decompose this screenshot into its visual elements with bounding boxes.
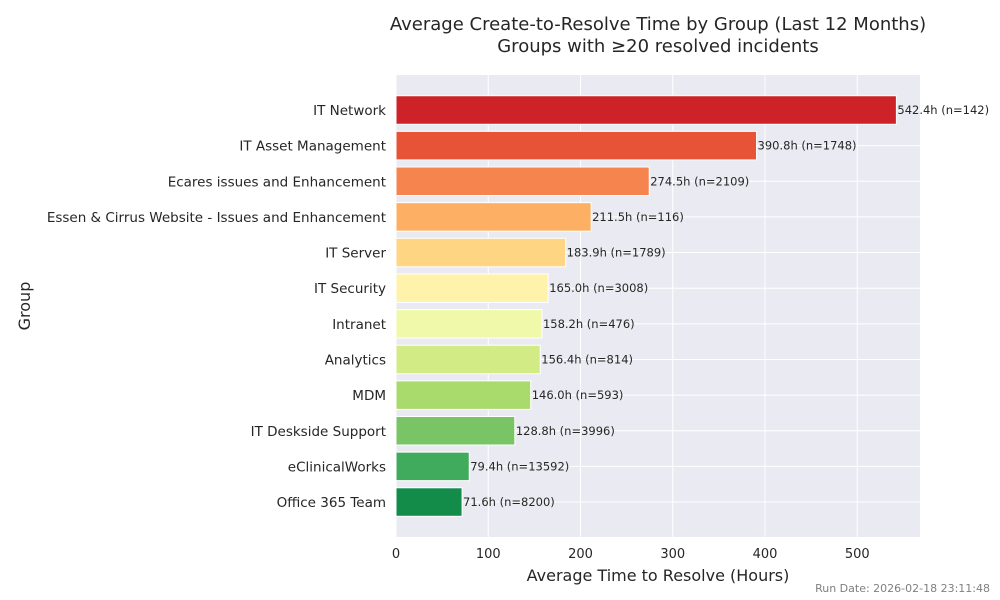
bar-data-label: 390.8h (n=1748) xyxy=(758,139,857,153)
bar xyxy=(395,344,541,375)
x-tick-label: 100 xyxy=(476,547,501,562)
x-tick-label: 400 xyxy=(753,547,778,562)
bar-data-label: 71.6h (n=8200) xyxy=(463,495,555,509)
y-tick-label: MDM xyxy=(352,388,386,404)
bar xyxy=(395,309,543,339)
bar-data-label: 158.2h (n=476) xyxy=(543,317,635,331)
x-tick-label: 500 xyxy=(845,547,870,562)
run-date: Run Date: 2026-02-18 23:11:48 xyxy=(815,582,990,595)
x-tick-label: 0 xyxy=(392,547,400,562)
bar-data-label: 146.0h (n=593) xyxy=(532,388,624,402)
y-tick-label: Office 365 Team xyxy=(277,495,386,511)
bar xyxy=(395,95,897,125)
bar-data-label: 128.8h (n=3996) xyxy=(516,424,615,438)
y-tick-label: IT Security xyxy=(314,281,386,297)
bar xyxy=(395,202,592,232)
chart-title: Average Create-to-Resolve Time by Group … xyxy=(390,14,926,35)
y-tick-label: Analytics xyxy=(325,352,386,368)
bar-data-label: 542.4h (n=142) xyxy=(897,103,989,117)
bar-data-label: 165.0h (n=3008) xyxy=(549,281,648,295)
bar xyxy=(395,451,470,482)
x-tick-label: 300 xyxy=(660,547,685,562)
bar-data-label: 211.5h (n=116) xyxy=(592,210,684,224)
bar xyxy=(395,166,650,197)
x-tick-label: 200 xyxy=(568,547,593,562)
x-axis-label: Average Time to Resolve (Hours) xyxy=(527,566,790,585)
y-tick-label: eClinicalWorks xyxy=(288,459,386,475)
bar-data-label: 156.4h (n=814) xyxy=(541,352,633,366)
y-ticks: IT Network IT Asset Management Ecares issu… xyxy=(47,103,387,511)
x-ticks: 0 100 200 300 400 500 xyxy=(392,547,870,562)
bar-data-label: 274.5h (n=2109) xyxy=(650,174,749,188)
y-tick-label: Intranet xyxy=(332,317,386,333)
y-tick-label: IT Network xyxy=(313,103,386,119)
bar-data-label: 79.4h (n=13592) xyxy=(470,459,569,473)
y-tick-label: Essen & Cirrus Website - Issues and Enha… xyxy=(47,210,386,226)
bar xyxy=(395,237,567,268)
bar xyxy=(395,273,549,303)
bar xyxy=(395,380,532,410)
bars: 542.4h (n=142) 390.8h (n=1748) 274.5h (n=2… xyxy=(395,95,989,517)
bar-data-label: 183.9h (n=1789) xyxy=(567,246,666,260)
bar xyxy=(395,130,758,161)
bar xyxy=(395,416,516,446)
y-tick-label: IT Asset Management xyxy=(239,139,386,155)
chart-subtitle: Groups with ≥20 resolved incidents xyxy=(497,36,819,57)
y-tick-label: Ecares issues and Enhancement xyxy=(168,174,386,190)
y-tick-label: IT Server xyxy=(325,246,386,262)
y-axis-label: Group xyxy=(15,282,34,331)
y-tick-label: IT Deskside Support xyxy=(251,424,386,440)
bar xyxy=(395,487,463,517)
